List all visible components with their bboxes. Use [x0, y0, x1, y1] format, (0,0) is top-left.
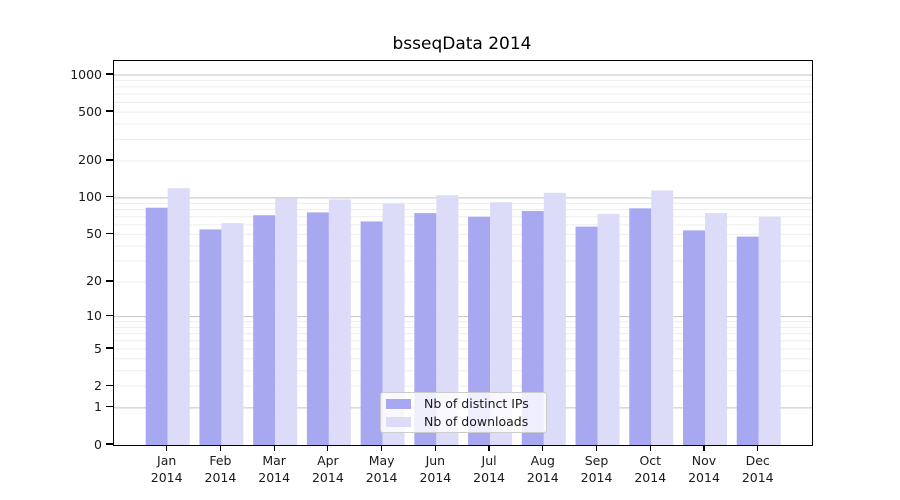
- bar-distinct-ips: [736, 236, 759, 445]
- legend-item-distinct-ips: Nb of distinct IPs: [386, 395, 538, 411]
- y-tick-label: 500: [78, 103, 102, 119]
- y-tick-label: 10: [86, 308, 102, 324]
- x-tick-mark: [166, 445, 168, 452]
- y-tick-mark: [106, 347, 113, 349]
- bar-distinct-ips: [253, 215, 276, 445]
- y-tick-mark: [106, 73, 113, 75]
- chart-title: bsseqData 2014: [392, 34, 532, 54]
- x-tick-mark: [757, 445, 759, 452]
- bar-distinct-ips: [575, 226, 598, 445]
- x-tick-label: Jun 2014: [419, 453, 452, 485]
- x-tick-mark: [703, 445, 705, 452]
- plot-canvas: [114, 74, 812, 445]
- x-tick-mark: [381, 445, 383, 452]
- bar-distinct-ips: [360, 221, 383, 445]
- bar-distinct-ips: [414, 213, 437, 445]
- y-tick-label: 50: [86, 225, 102, 241]
- x-tick-label: Apr 2014: [311, 453, 344, 485]
- x-tick-label: Nov 2014: [688, 453, 720, 485]
- bar-distinct-ips: [199, 229, 222, 445]
- y-tick-mark: [106, 196, 113, 198]
- legend-item-downloads: Nb of downloads: [386, 413, 538, 429]
- y-tick-label: 20: [86, 273, 102, 289]
- bar-downloads: [275, 198, 298, 445]
- bar-distinct-ips: [468, 216, 491, 445]
- y-tick-label: 2: [94, 377, 102, 393]
- x-tick-mark: [273, 445, 275, 452]
- bar-distinct-ips: [683, 230, 705, 445]
- x-tick-mark: [595, 445, 598, 452]
- y-tick-label: 1: [94, 399, 102, 415]
- x-tick-label: Aug 2014: [526, 453, 559, 485]
- bar-downloads: [328, 199, 351, 445]
- y-tick-mark: [106, 443, 113, 445]
- bar-downloads: [490, 202, 513, 445]
- x-tick-label: May 2014: [365, 453, 398, 485]
- bar-downloads: [436, 195, 459, 445]
- bar-downloads: [543, 192, 566, 445]
- bar-downloads: [758, 216, 781, 445]
- x-tick-mark: [327, 445, 329, 452]
- legend-swatch-downloads: [386, 416, 411, 427]
- bar-downloads: [705, 213, 727, 445]
- x-tick-label: Dec 2014: [741, 453, 774, 485]
- bar-downloads: [382, 203, 405, 445]
- bar-downloads: [167, 188, 190, 445]
- y-tick-mark: [106, 314, 113, 317]
- plot-area: [113, 60, 813, 446]
- y-tick-label: 0: [94, 436, 102, 452]
- legend-label-downloads: Nb of downloads: [424, 413, 529, 429]
- x-tick-label: Jan 2014: [150, 453, 183, 485]
- y-tick-mark: [106, 384, 113, 386]
- x-tick-label: Mar 2014: [258, 453, 291, 485]
- x-tick-mark: [649, 445, 651, 452]
- y-tick-label: 5: [94, 340, 102, 356]
- bar-distinct-ips: [521, 210, 544, 445]
- bar-distinct-ips: [629, 208, 652, 445]
- x-tick-label: Jul 2014: [473, 453, 505, 485]
- y-tick-label: 200: [78, 152, 102, 168]
- x-tick-label: Feb 2014: [204, 453, 237, 485]
- bar-downloads: [221, 223, 244, 445]
- y-tick-mark: [106, 110, 113, 112]
- legend-label-distinct-ips: Nb of distinct IPs: [424, 395, 529, 411]
- x-tick-label: Sep 2014: [580, 453, 613, 485]
- x-tick-mark: [542, 445, 544, 452]
- y-tick-label: 1000: [70, 66, 102, 82]
- y-tick-label: 100: [78, 189, 102, 205]
- y-tick-mark: [106, 406, 113, 408]
- x-tick-mark: [488, 445, 490, 452]
- bar-distinct-ips: [145, 207, 168, 445]
- x-tick-label: Oct 2014: [634, 453, 667, 485]
- y-tick-mark: [106, 232, 113, 235]
- y-tick-mark: [106, 280, 113, 282]
- bar-distinct-ips: [306, 212, 329, 445]
- bar-downloads: [597, 213, 620, 445]
- legend: Nb of distinct IPs Nb of downloads: [380, 392, 547, 433]
- x-tick-mark: [219, 445, 222, 452]
- legend-swatch-distinct-ips: [386, 398, 411, 409]
- y-tick-mark: [106, 159, 113, 161]
- x-tick-mark: [434, 445, 436, 452]
- bar-downloads: [651, 190, 674, 445]
